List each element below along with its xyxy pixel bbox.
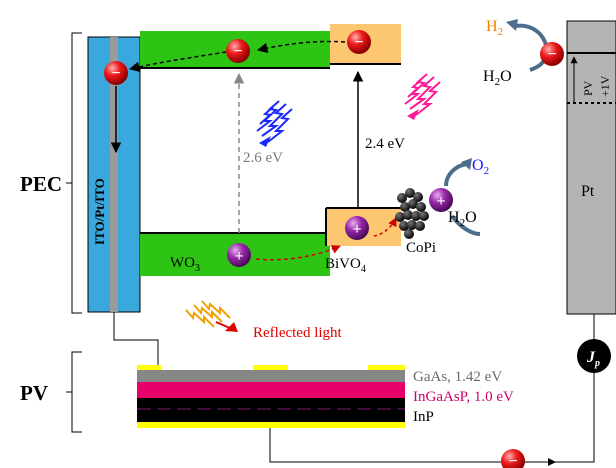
- electron-transfer-bivo4-to-wo3: [256, 40, 346, 54]
- pt-label: Pt: [581, 183, 595, 200]
- hole-icon-copi: +: [429, 188, 453, 212]
- wire-arrowhead: [548, 458, 556, 466]
- photon-arrowhead-blue: [259, 136, 271, 147]
- wire-pv-to-pt: [269, 314, 595, 463]
- pv-bottom-contact: [137, 422, 405, 428]
- hole-icon-wo3: +: [227, 243, 251, 267]
- pt-interlayer: [110, 37, 118, 312]
- pt-electrode: [566, 20, 616, 315]
- wo3-label: WO3: [170, 255, 200, 274]
- photon-icon-blue: [256, 100, 293, 143]
- electron-icon-pt: −: [540, 42, 564, 66]
- svg-text:+: +: [352, 221, 361, 238]
- reflected-ray: [215, 321, 233, 330]
- photon-icon-orange: [185, 300, 231, 328]
- electron-transfer-wo3-to-ito: [128, 51, 227, 72]
- svg-text:−: −: [233, 43, 242, 60]
- electron-icon-wo3: −: [226, 39, 250, 63]
- pv-vertical-label: PV: [581, 80, 595, 96]
- ingaasp-label: InGaAsP, 1.0 eV: [413, 389, 514, 405]
- svg-text:+: +: [234, 248, 243, 265]
- bivo4-label: BiVO4: [325, 256, 366, 275]
- o2-evolution-arrow: [444, 162, 481, 236]
- photon-icon-magenta: [404, 73, 441, 116]
- inp-substrate: [137, 398, 405, 422]
- pec-bracket: [71, 32, 82, 314]
- svg-text:−: −: [111, 65, 120, 82]
- reflected-light-label: Reflected light: [253, 325, 343, 341]
- wo3-gap-label: 2.6 eV: [243, 150, 283, 166]
- inp-label: InP: [413, 409, 434, 425]
- copi-label: CoPi: [406, 240, 436, 256]
- h2o-label-right: H2O: [448, 209, 477, 229]
- pv-top-contact-1: [137, 365, 161, 370]
- svg-text:−: −: [354, 34, 363, 51]
- svg-text:−: −: [508, 453, 517, 468]
- wire-pec-to-pv: [113, 312, 159, 365]
- pv-label: PV: [20, 381, 48, 405]
- current-jp-icon: Jp: [577, 339, 611, 373]
- pv-top-contact-2: [253, 365, 288, 370]
- photon-arrowhead-magenta: [407, 109, 419, 120]
- h2-arrowhead: [506, 19, 518, 31]
- gaas-label: GaAs, 1.42 eV: [413, 369, 502, 385]
- hole-transfer-bivo4-to-copi: [373, 217, 397, 237]
- pv-top-contact-3: [368, 365, 405, 370]
- h2o-label-top: H2O: [483, 68, 512, 88]
- electron-icon-circuit: −: [501, 449, 525, 468]
- ito-label: ITO/Pt/ITO: [92, 178, 107, 245]
- photon-arrowhead-red: [225, 322, 238, 332]
- electron-icon-bivo4: −: [347, 30, 371, 54]
- pec-label: PEC: [20, 172, 62, 196]
- h2-label: H2: [486, 18, 503, 38]
- hole-icon-bivo4: +: [345, 216, 369, 240]
- copi-catalyst-icon: [395, 188, 429, 239]
- svg-text:+: +: [436, 193, 445, 210]
- gaas-layer: [137, 370, 405, 382]
- h2-evolution-arrow: [514, 23, 549, 72]
- bivo4-gap-label: 2.4 eV: [365, 136, 405, 152]
- pv-bracket: [71, 351, 82, 433]
- o2-arrowhead: [461, 158, 472, 170]
- o2-label: O2: [472, 157, 489, 177]
- svg-text:−: −: [547, 46, 556, 63]
- svg-text:Jp: Jp: [586, 349, 600, 369]
- ingaasp-layer: [137, 382, 405, 398]
- electron-icon-ito: −: [104, 61, 128, 85]
- hole-transfer-wo3-to-bivo4: [255, 245, 341, 261]
- plus-1v-label: +1V: [598, 75, 612, 97]
